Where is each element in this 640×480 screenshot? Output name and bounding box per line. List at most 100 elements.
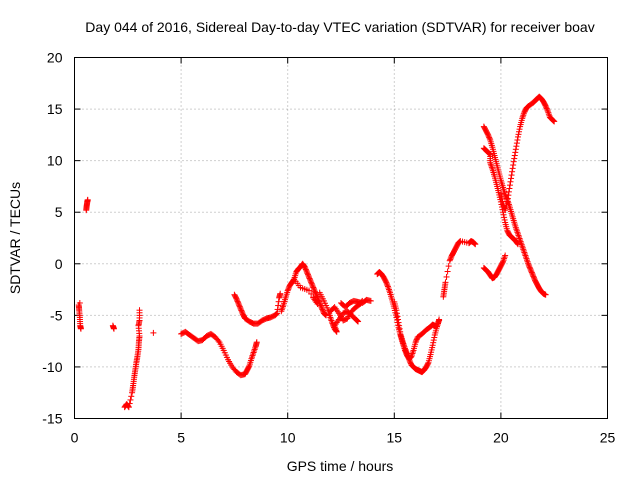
data-point bbox=[291, 276, 298, 283]
y-tick-label: 20 bbox=[47, 50, 63, 66]
data-point bbox=[511, 155, 518, 162]
data-point bbox=[501, 216, 508, 223]
data-point bbox=[136, 307, 143, 314]
data-point bbox=[77, 325, 84, 332]
data-point bbox=[302, 265, 309, 272]
data-point bbox=[302, 266, 309, 273]
data-point bbox=[150, 329, 157, 336]
data-point bbox=[358, 298, 365, 305]
data-point bbox=[521, 249, 528, 256]
data-point bbox=[238, 307, 245, 314]
data-point bbox=[234, 298, 241, 305]
data-point bbox=[501, 214, 508, 221]
data-point bbox=[313, 292, 320, 299]
data-point bbox=[126, 400, 133, 407]
data-point bbox=[447, 255, 454, 262]
data-point bbox=[327, 315, 334, 322]
data-point bbox=[279, 303, 286, 310]
data-point bbox=[516, 128, 523, 135]
data-point bbox=[431, 334, 438, 341]
y-tick-label: -5 bbox=[50, 307, 63, 323]
data-point bbox=[512, 146, 519, 153]
data-point bbox=[527, 265, 534, 272]
data-point bbox=[522, 254, 529, 261]
data-point bbox=[304, 270, 311, 277]
data-point bbox=[513, 226, 520, 233]
data-point bbox=[529, 270, 536, 277]
y-tick-label: 0 bbox=[55, 256, 63, 272]
data-point bbox=[393, 310, 400, 317]
data-point bbox=[314, 301, 321, 308]
data-point bbox=[499, 198, 506, 205]
data-point bbox=[544, 106, 551, 113]
series-1 bbox=[121, 307, 157, 411]
series-11 bbox=[480, 123, 549, 298]
data-point bbox=[273, 310, 280, 317]
data-point bbox=[248, 354, 255, 361]
data-point bbox=[514, 229, 521, 236]
data-point bbox=[444, 268, 451, 275]
series-4 bbox=[278, 260, 319, 315]
series-14 bbox=[480, 252, 509, 282]
data-point bbox=[306, 275, 313, 282]
data-point bbox=[543, 104, 550, 111]
data-point bbox=[275, 302, 282, 309]
data-point bbox=[235, 301, 242, 308]
data-point bbox=[525, 260, 532, 267]
data-point bbox=[498, 195, 505, 202]
data-point bbox=[504, 195, 511, 202]
series-5 bbox=[291, 276, 330, 319]
data-point bbox=[514, 241, 521, 248]
data-point bbox=[275, 298, 282, 305]
data-point bbox=[395, 316, 402, 323]
data-point bbox=[127, 396, 134, 403]
y-axis-title: SDTVAR / TECUs bbox=[7, 182, 23, 294]
series-9 bbox=[391, 298, 443, 376]
data-point bbox=[236, 303, 243, 310]
data-point bbox=[409, 348, 416, 355]
data-point bbox=[500, 211, 507, 218]
data-point bbox=[274, 310, 281, 317]
data-point bbox=[396, 325, 403, 332]
data-point bbox=[278, 306, 285, 313]
data-point bbox=[110, 325, 117, 332]
data-point bbox=[512, 149, 519, 156]
data-point bbox=[359, 297, 366, 304]
data-point bbox=[523, 255, 530, 262]
data-point bbox=[250, 351, 257, 358]
x-tick-label: 20 bbox=[493, 430, 509, 446]
data-point bbox=[515, 131, 522, 138]
data-point bbox=[505, 192, 512, 199]
data-point bbox=[403, 347, 410, 354]
data-point bbox=[396, 322, 403, 329]
plot-frame bbox=[74, 57, 608, 419]
data-point bbox=[253, 339, 260, 346]
data-point bbox=[238, 308, 245, 315]
data-point bbox=[519, 113, 526, 120]
data-point bbox=[505, 188, 512, 195]
data-point bbox=[317, 302, 324, 309]
data-point bbox=[486, 150, 493, 157]
data-point bbox=[319, 306, 326, 313]
data-point bbox=[526, 263, 533, 270]
data-point bbox=[355, 318, 362, 325]
data-point bbox=[310, 294, 317, 301]
grid-lines bbox=[74, 57, 608, 419]
data-point bbox=[307, 278, 314, 285]
data-point bbox=[403, 349, 410, 356]
data-point bbox=[384, 282, 391, 289]
data-point bbox=[501, 255, 508, 262]
data-point bbox=[413, 336, 420, 343]
data-point bbox=[407, 359, 414, 366]
data-point bbox=[303, 267, 310, 274]
data-point bbox=[125, 404, 132, 411]
data-point bbox=[513, 143, 520, 150]
data-point bbox=[128, 393, 135, 400]
data-point bbox=[383, 280, 390, 287]
data-point bbox=[507, 178, 514, 185]
chart-title: Day 044 of 2016, Sidereal Day-to-day VTE… bbox=[85, 19, 594, 35]
data-point bbox=[402, 346, 409, 353]
data-point bbox=[514, 133, 521, 140]
data-point bbox=[84, 196, 91, 203]
